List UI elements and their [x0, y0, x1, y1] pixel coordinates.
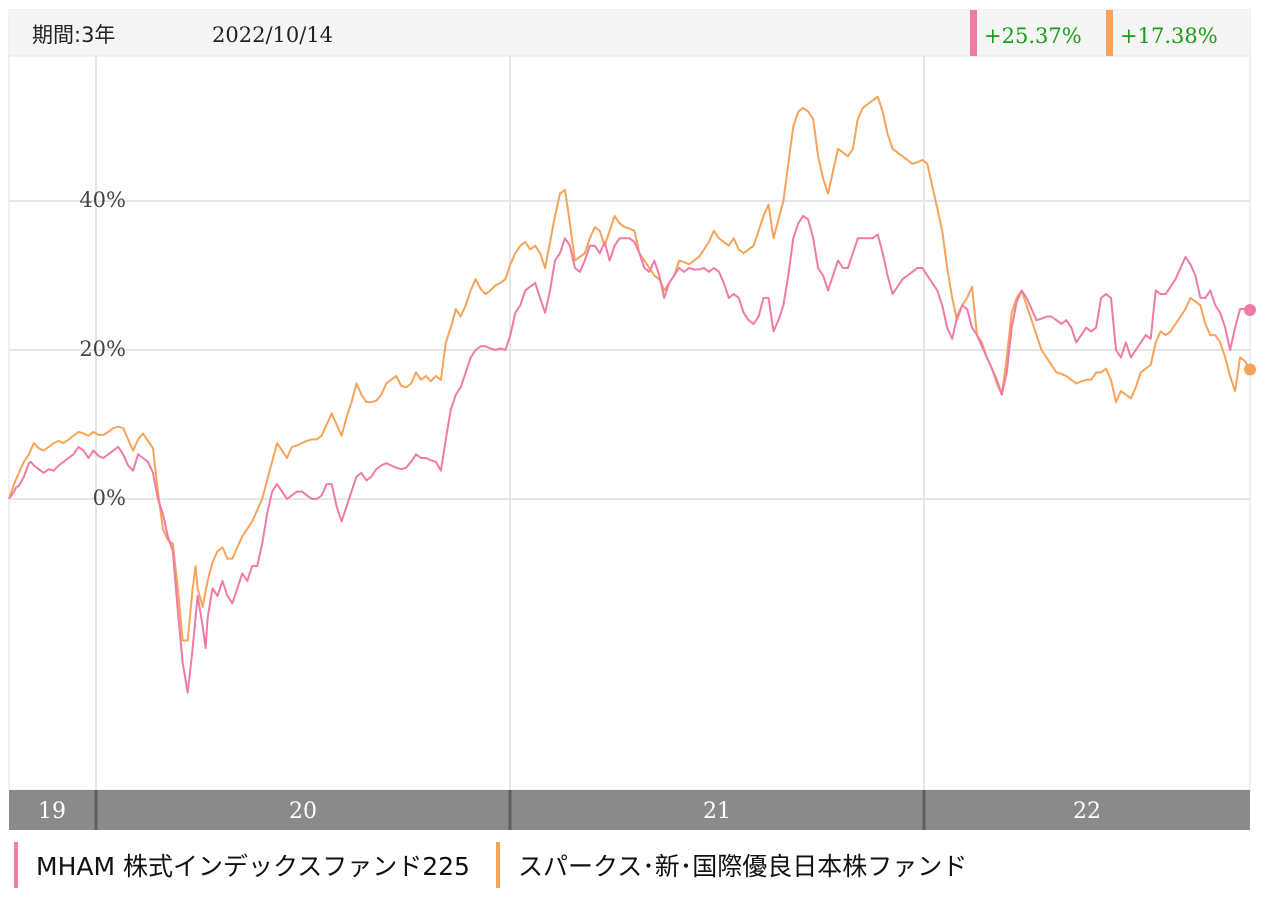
- year-label: 21: [703, 799, 731, 824]
- year-label: 20: [289, 799, 317, 824]
- legend-item-fund-a: MHAM 株式インデックスファンド225: [14, 842, 470, 888]
- legend-label-fund-a: MHAM 株式インデックスファンド225: [36, 852, 470, 881]
- year-label: 19: [38, 799, 66, 824]
- performance-chart: 40% 20% 0% 期間:3年 2022/10/14 +25.37% +17.38…: [8, 9, 1256, 830]
- fund-b-change-marker: [1106, 10, 1113, 56]
- fund-b-change-label: +17.38%: [1120, 24, 1218, 48]
- y-tick-label: 40%: [79, 188, 126, 212]
- fund-a-change-marker: [970, 10, 977, 56]
- plot-background: [8, 9, 1251, 791]
- year-axis-band: [9, 790, 1250, 830]
- y-tick-label: 0%: [93, 486, 126, 510]
- legend-swatch-fund-a: [14, 842, 18, 888]
- y-tick-label: 20%: [79, 337, 126, 361]
- series-line-fund-a: [8, 214, 1251, 694]
- fund-a-change-label: +25.37%: [984, 24, 1082, 48]
- legend-item-fund-b: スパークス･新･国際優良日本株ファンド: [495, 842, 968, 888]
- legend-label-fund-b: スパークス･新･国際優良日本株ファンド: [517, 852, 968, 881]
- year-label: 22: [1073, 799, 1101, 824]
- series-end-marker-fund-a: [1244, 303, 1256, 316]
- series-line-fund-b: [8, 95, 1251, 642]
- legend-swatch-fund-b: [495, 842, 500, 888]
- header-band: [9, 10, 1250, 56]
- date-label: 2022/10/14: [212, 23, 333, 47]
- legend: MHAM 株式インデックスファンド225 スパークス･新･国際優良日本株ファンド: [14, 842, 993, 888]
- period-label: 期間:3年: [32, 23, 115, 47]
- series-end-marker-fund-b: [1244, 363, 1256, 376]
